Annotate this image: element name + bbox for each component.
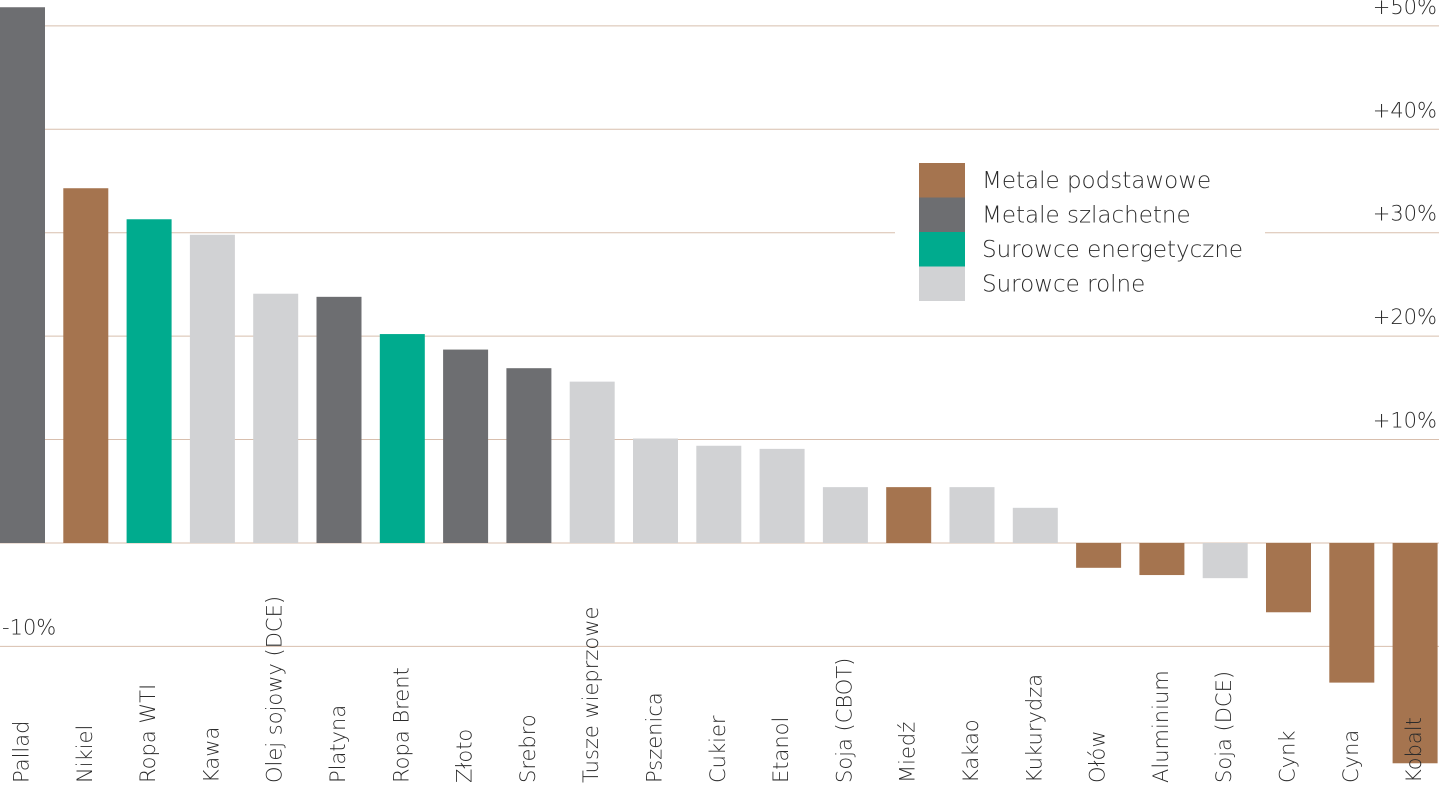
x-tick-label: Kakao (959, 719, 983, 783)
x-tick-label: Kobalt (1402, 717, 1426, 783)
bar (0, 7, 45, 543)
legend-swatch (919, 232, 965, 267)
x-tick-label: Złoto (453, 729, 477, 783)
legend-swatch (919, 197, 965, 232)
legend-label: Metale szlachetne (982, 203, 1191, 229)
x-tick-label: Miedź (896, 722, 920, 783)
bar (759, 448, 805, 543)
bar (1202, 542, 1248, 579)
legend-swatch (919, 266, 965, 301)
x-tick-label: Olej sojowy (DCE) (263, 596, 287, 783)
x-tick-label: Platyna (326, 705, 350, 783)
bar (443, 349, 489, 543)
bar (949, 487, 995, 543)
x-tick-label: Kawa (199, 727, 223, 783)
x-tick-label: Cyna (1339, 730, 1363, 783)
bar (633, 438, 678, 543)
x-tick-label: Ołów (1086, 730, 1110, 783)
x-tick-label: Soja (CBOT) (832, 658, 856, 783)
bar (569, 381, 615, 543)
bar (1012, 507, 1058, 543)
bar (189, 234, 235, 543)
y-tick-label: +20% (1373, 305, 1437, 329)
y-tick-label: +30% (1373, 202, 1437, 226)
y-tick-label: +10% (1373, 409, 1437, 433)
bar (379, 334, 425, 543)
bar (506, 368, 552, 543)
bar (1329, 542, 1375, 683)
y-tick-label: +40% (1373, 98, 1437, 122)
x-tick-label: Cukier (706, 715, 730, 783)
x-tick-label: Tusze wieprzowe (579, 607, 603, 783)
bar (126, 219, 172, 543)
x-tick-label: Nikiel (73, 725, 97, 783)
bar (1076, 542, 1122, 568)
x-tick-label: Etanol (769, 717, 793, 783)
bar (1266, 542, 1311, 613)
x-tick-label: Srebro (516, 714, 540, 783)
x-tick-label: Aluminium (1149, 670, 1173, 783)
bar (886, 487, 932, 543)
x-tick-label: Pallad (10, 721, 34, 783)
x-tick-label: Cynk (1276, 730, 1300, 783)
bar (1139, 542, 1185, 576)
x-tick-label: Ropa Brent (389, 667, 413, 783)
bar (63, 188, 109, 543)
x-tick-label: Kukurydza (1022, 674, 1046, 783)
bar (696, 445, 742, 543)
y-tick-label: +50% (1373, 0, 1437, 19)
bar (316, 296, 362, 543)
bar (822, 487, 868, 543)
legend-swatch (919, 163, 965, 198)
x-tick-label: Ropa WTI (136, 684, 160, 783)
y-tick-label: -10% (2, 615, 56, 639)
legend-label: Surowce energetyczne (982, 237, 1243, 263)
legend-label: Metale podstawowe (982, 168, 1211, 194)
legend-label: Surowce rolne (982, 272, 1145, 298)
x-tick-label: Soja (DCE) (1212, 671, 1236, 783)
bar (253, 293, 299, 543)
x-tick-label: Pszenica (643, 692, 667, 783)
bar (1392, 542, 1438, 764)
